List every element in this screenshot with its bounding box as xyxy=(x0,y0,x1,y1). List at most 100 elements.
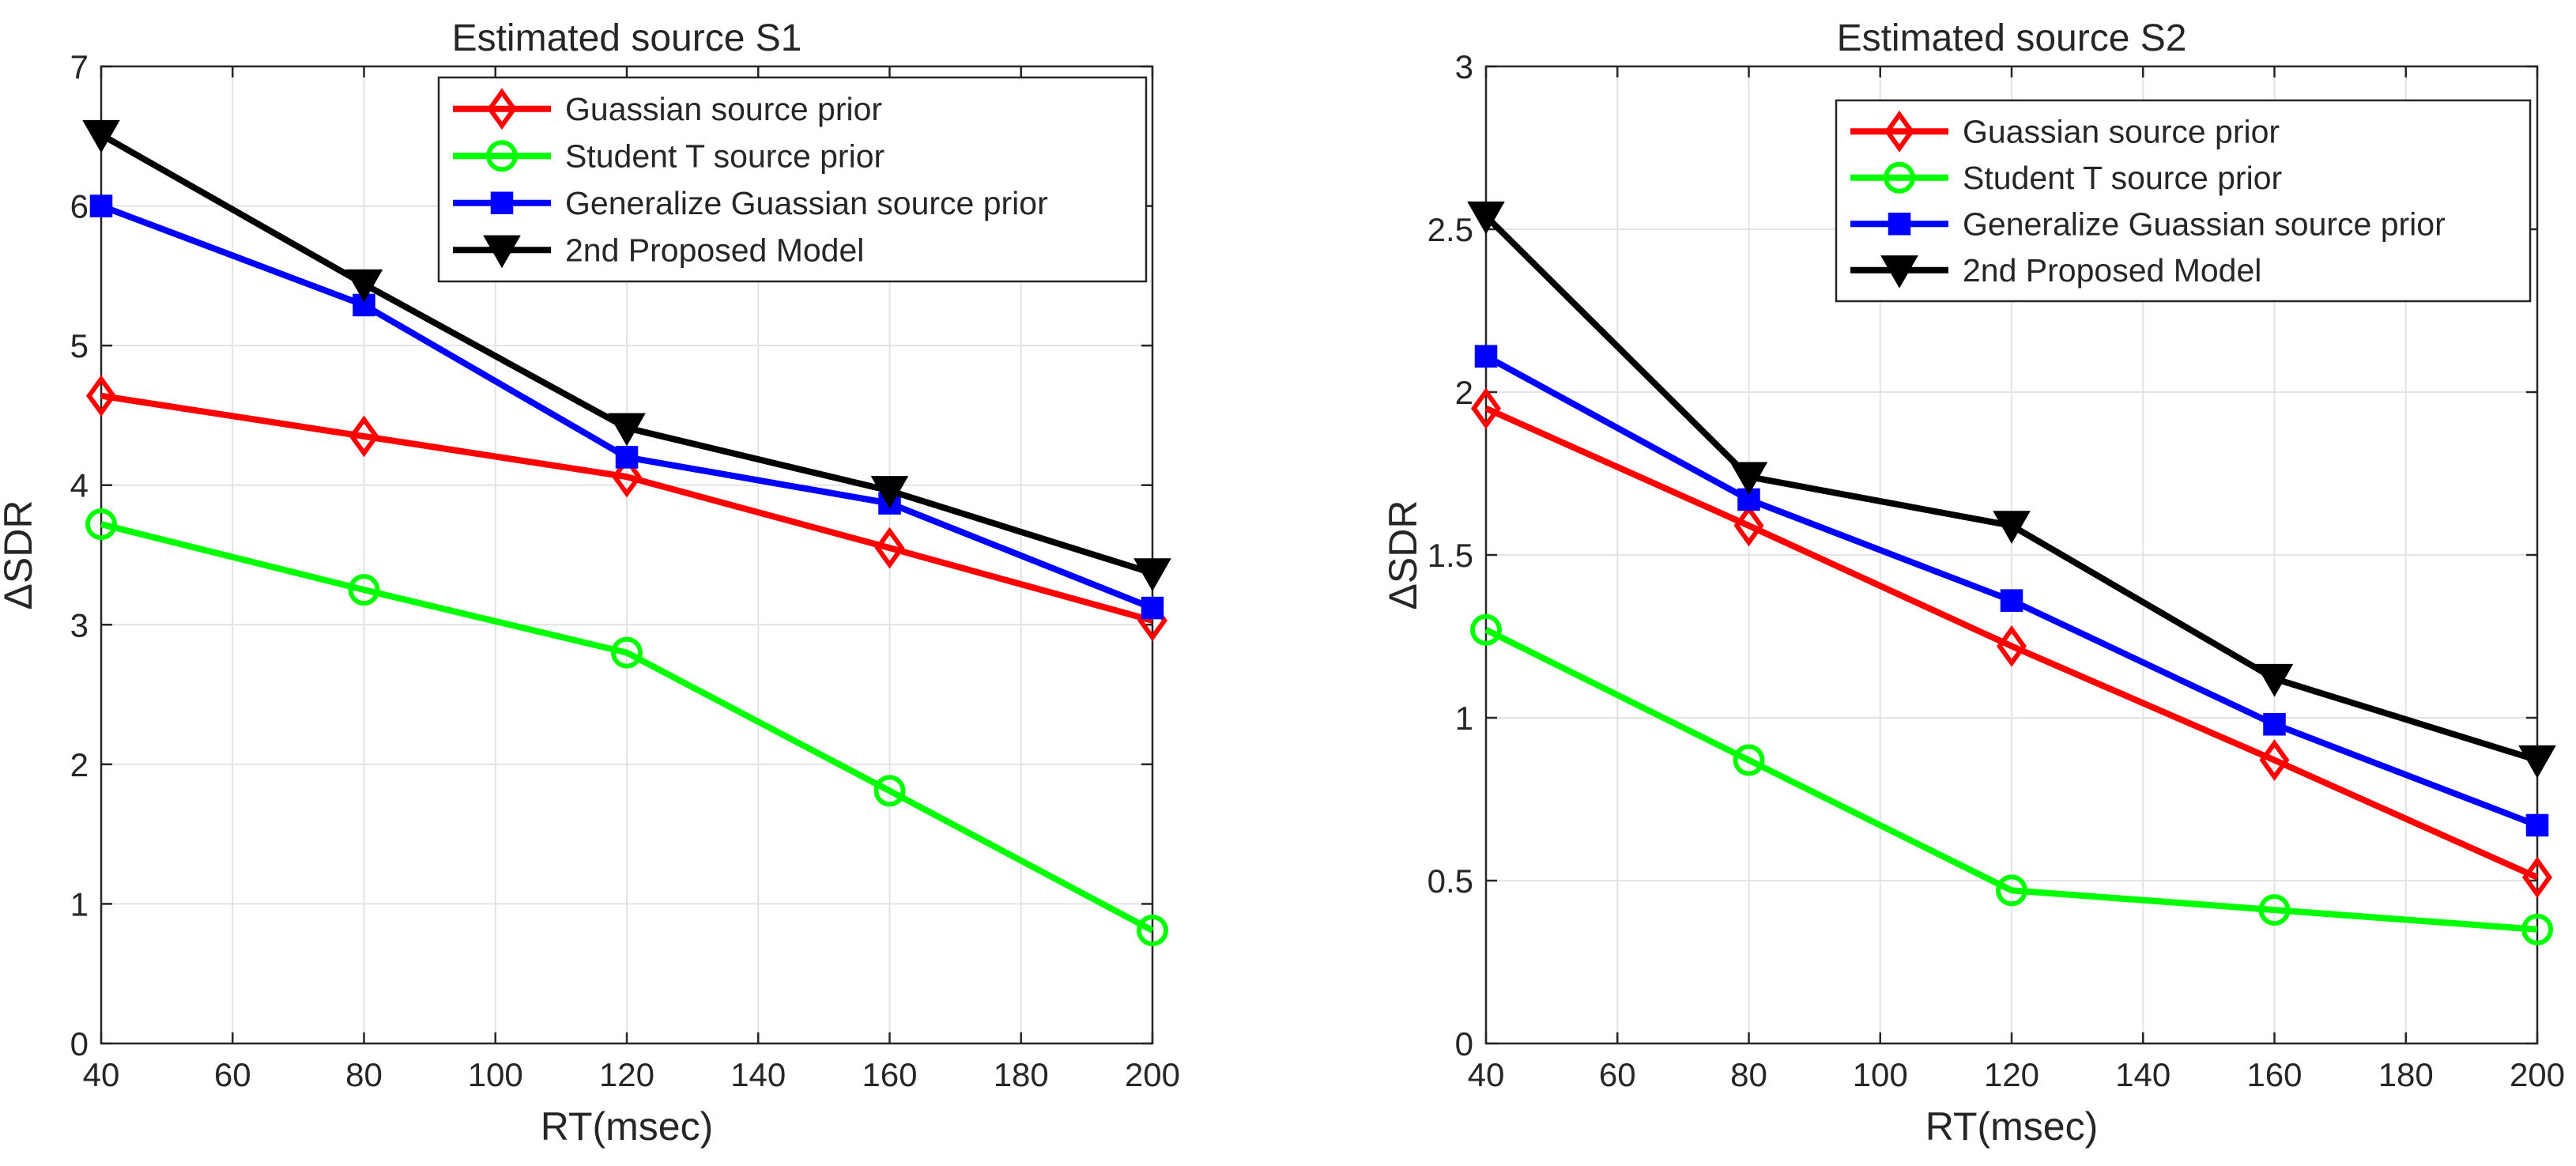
x-tick-label: 100 xyxy=(1853,1056,1908,1093)
y-tick-label: 5 xyxy=(70,327,89,364)
legend: Guassian source prior Student T source pr… xyxy=(1835,99,2532,303)
series-2-point xyxy=(1733,744,1765,776)
legend-entry-1: Guassian source prior xyxy=(1963,113,2280,149)
series-1-point xyxy=(1997,625,2027,667)
series-2-point xyxy=(1470,613,1502,646)
legend-entry-3: Generalize Guassian source prior xyxy=(1963,206,2446,242)
legend-entry-1: Guassian source prior xyxy=(565,91,882,127)
x-tick-label: 60 xyxy=(214,1056,251,1093)
series-1-point xyxy=(1733,504,1764,547)
x-tick-label: 40 xyxy=(1468,1056,1505,1093)
series-4-point xyxy=(1467,201,1505,235)
ticks: 40 60 80 100 120 140 160 180 200 0 1 2 3 4 5 6 7 xyxy=(70,48,1180,1093)
legend-marker-4 xyxy=(483,235,521,269)
series-3-point xyxy=(615,446,639,469)
legend-entry-3: Generalize Guassian source prior xyxy=(565,185,1048,221)
legend-entry-4: 2nd Proposed Model xyxy=(565,232,864,268)
series-1-point xyxy=(349,415,379,458)
y-tick-label: 7 xyxy=(70,48,89,85)
series-3-point xyxy=(1474,345,1498,368)
series-1-point xyxy=(2522,856,2552,899)
series-2-point xyxy=(348,574,380,606)
series-1-point xyxy=(86,375,116,417)
legend-marker-3 xyxy=(1888,212,1911,236)
legend: Guassian source prior Student T source pr… xyxy=(437,76,1148,283)
y-axis-label: ΔSDR xyxy=(1381,500,1425,610)
legend-entry-4: 2nd Proposed Model xyxy=(1963,252,2261,289)
x-tick-label: 180 xyxy=(2378,1056,2434,1093)
chart-1: 40 60 80 100 120 140 160 180 200 0 1 2 3 4 5 6 7 Estimate… xyxy=(0,17,1180,1149)
series-group xyxy=(1467,201,2556,945)
y-tick-label: 2 xyxy=(70,746,89,783)
y-tick-label: 3 xyxy=(1455,48,1473,85)
y-axis-label: ΔSDR xyxy=(0,500,40,610)
series-line-2 xyxy=(100,521,1154,934)
legend-entry-2: Student T source prior xyxy=(1963,160,2282,196)
series-4-point xyxy=(345,269,383,303)
legend-marker-1 xyxy=(487,88,517,130)
series-2-point xyxy=(1996,874,2027,907)
chart-title: Estimated source S2 xyxy=(1837,17,2187,59)
legend-marker-2 xyxy=(486,140,518,172)
series-1-point xyxy=(1471,387,1501,429)
legend-entry-2: Student T source prior xyxy=(565,138,884,174)
series-3-point xyxy=(1141,596,1164,620)
series-1-point xyxy=(2259,739,2290,781)
chart-2: 40 60 80 100 120 140 160 180 200 0 0.5 1 1.5 2 2.5 3 Est… xyxy=(1381,17,2565,1149)
y-tick-label: 2.5 xyxy=(1428,211,1473,248)
x-tick-label: 160 xyxy=(862,1056,917,1093)
y-tick-label: 2 xyxy=(1455,374,1473,411)
x-tick-label: 40 xyxy=(83,1056,120,1093)
series-3-point xyxy=(89,194,113,217)
series-line-2 xyxy=(1484,627,2538,933)
series-1-point xyxy=(874,526,905,569)
x-tick-label: 140 xyxy=(2115,1056,2171,1093)
series-2-point xyxy=(2258,894,2291,926)
x-tick-label: 200 xyxy=(2510,1056,2565,1093)
y-tick-label: 1 xyxy=(70,885,89,923)
x-tick-label: 120 xyxy=(599,1056,654,1093)
legend-marker-4 xyxy=(1880,255,1918,289)
series-2-point xyxy=(1137,914,1168,946)
legend-box xyxy=(437,76,1148,283)
legend-marker-3 xyxy=(490,191,514,215)
y-tick-label: 0 xyxy=(70,1025,89,1062)
x-tick-label: 120 xyxy=(1984,1056,2039,1093)
series-line-1 xyxy=(100,392,1154,624)
series-2-point xyxy=(85,508,117,541)
series-group xyxy=(82,119,1171,946)
series-4-point xyxy=(1133,558,1171,591)
y-tick-label: 0.5 xyxy=(1428,862,1473,900)
y-tick-label: 1.5 xyxy=(1428,537,1473,574)
ticks: 40 60 80 100 120 140 160 180 200 0 0.5 1 1.5 2 2.5 3 xyxy=(1428,48,2565,1093)
x-tick-label: 160 xyxy=(2246,1056,2302,1093)
x-tick-label: 80 xyxy=(345,1056,383,1093)
y-tick-label: 3 xyxy=(70,606,89,643)
series-2-point xyxy=(873,775,906,807)
series-line-1 xyxy=(1484,405,2539,881)
series-3-point xyxy=(2263,712,2286,736)
y-tick-label: 0 xyxy=(1455,1025,1473,1062)
x-tick-label: 80 xyxy=(1730,1056,1767,1093)
x-tick-label: 200 xyxy=(1125,1056,1180,1093)
x-tick-label: 100 xyxy=(468,1056,523,1093)
series-4-point xyxy=(1729,462,1768,496)
legend-marker-2 xyxy=(1884,161,1915,194)
series-2-point xyxy=(2521,913,2553,945)
series-2-point xyxy=(611,636,643,669)
series-3-point xyxy=(2525,813,2549,837)
series-4-point xyxy=(608,413,646,447)
series-4-point xyxy=(870,476,909,509)
series-3-point xyxy=(2000,589,2023,612)
x-tick-label: 140 xyxy=(730,1056,786,1093)
y-tick-label: 4 xyxy=(70,467,89,504)
series-4-point xyxy=(1993,511,2031,544)
series-1-point xyxy=(612,455,642,498)
x-axis-label: RT(msec) xyxy=(1925,1104,2099,1149)
legend-marker-1 xyxy=(1884,110,1914,153)
legend-box xyxy=(1835,99,2532,303)
x-axis-label: RT(msec) xyxy=(541,1104,714,1149)
series-4-point xyxy=(82,119,120,153)
